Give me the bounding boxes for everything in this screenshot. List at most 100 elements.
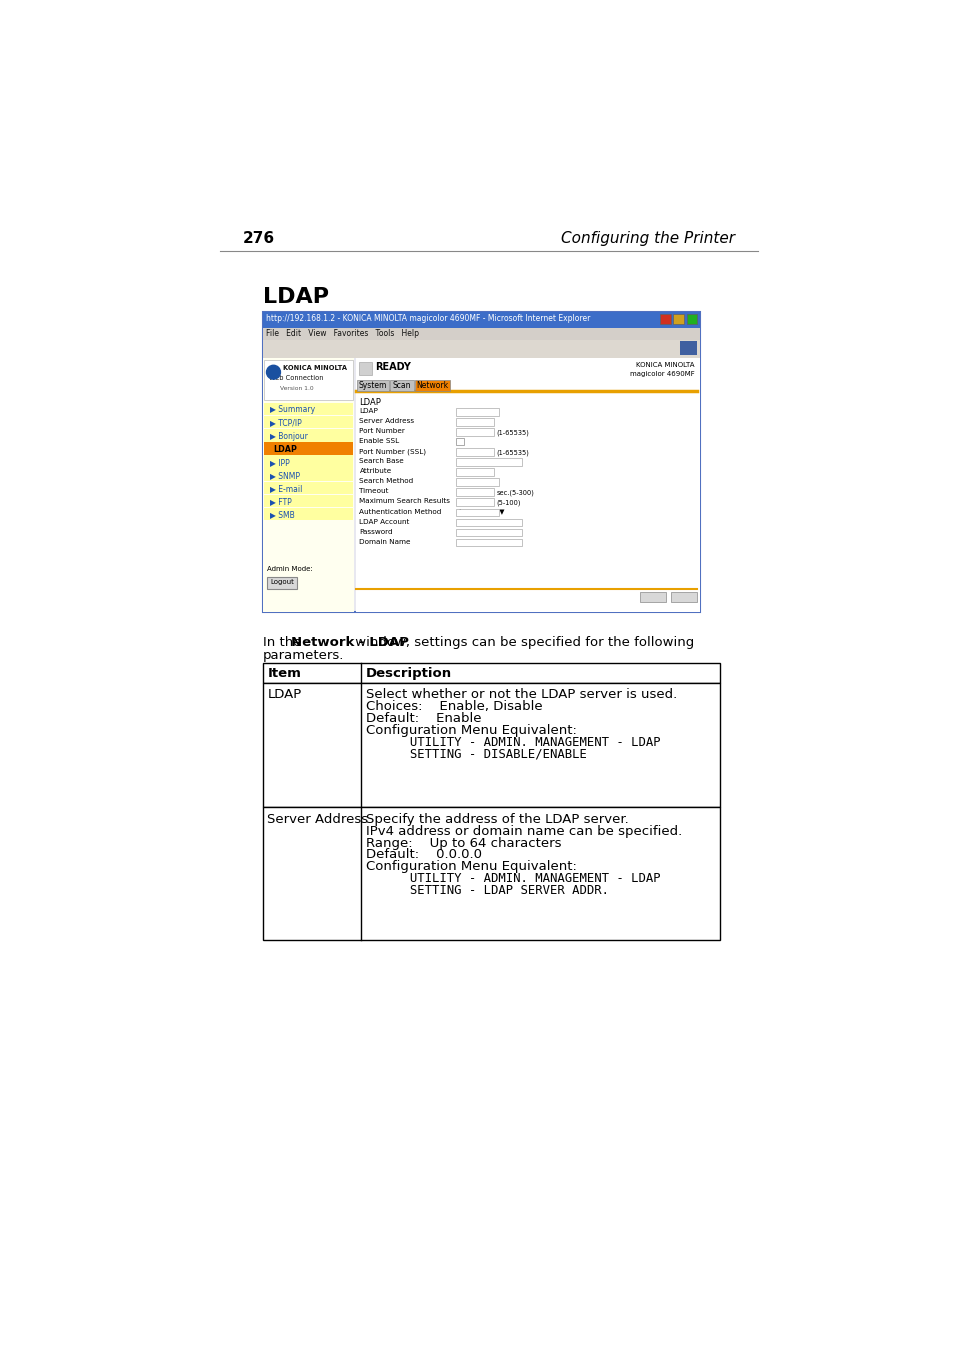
Text: Authentication Method: Authentication Method [359, 509, 441, 514]
Text: 100: 100 [457, 500, 470, 505]
Bar [456, 409, 498, 416]
Bar [359, 362, 372, 374]
Text: window, settings can be specified for the following: window, settings can be specified for th… [351, 636, 694, 648]
Text: SETTING - DISABLE/ENABLE: SETTING - DISABLE/ENABLE [373, 748, 587, 760]
Text: READY: READY [375, 362, 411, 373]
Text: Logout: Logout [270, 579, 294, 586]
Bar [264, 508, 353, 520]
Text: Anonymous ▼: Anonymous ▼ [457, 509, 504, 516]
Bar [456, 478, 498, 486]
Text: UTILITY - ADMIN. MANAGEMENT - LDAP: UTILITY - ADMIN. MANAGEMENT - LDAP [373, 872, 660, 886]
Text: Item: Item [267, 667, 301, 680]
Text: Port Number (SSL): Port Number (SSL) [359, 448, 426, 455]
Text: sec.(5-300): sec.(5-300) [497, 489, 534, 495]
Text: Configuration Menu Equivalent:: Configuration Menu Equivalent: [365, 724, 576, 737]
Text: (1-65535): (1-65535) [497, 429, 529, 436]
Bar [264, 404, 353, 416]
Text: 0.0.0.0: 0.0.0.0 [457, 420, 481, 425]
Bar [262, 340, 700, 358]
Text: KONICA MINOLTA: KONICA MINOLTA [282, 364, 346, 370]
Bar [264, 443, 353, 455]
Bar [262, 312, 700, 328]
Bar [264, 360, 353, 400]
Bar [264, 494, 353, 508]
Bar [264, 455, 353, 467]
Text: ▶ IPP: ▶ IPP [270, 458, 290, 467]
Text: Configuration Menu Equivalent:: Configuration Menu Equivalent: [365, 860, 576, 873]
Bar [262, 358, 354, 613]
Text: cn: cn [457, 470, 465, 475]
Text: Network - LDAP: Network - LDAP [291, 636, 409, 648]
Text: Range:    Up to 64 characters: Range: Up to 64 characters [365, 837, 560, 849]
Text: Contain ▼: Contain ▼ [457, 479, 491, 485]
Text: UTILITY - ADMIN. MANAGEMENT - LDAP: UTILITY - ADMIN. MANAGEMENT - LDAP [373, 736, 660, 749]
Text: LDAP Account: LDAP Account [359, 518, 410, 525]
Text: Port Number: Port Number [359, 428, 405, 435]
Text: (1-65535): (1-65535) [497, 450, 529, 456]
Text: IPv4 address or domain name can be specified.: IPv4 address or domain name can be speci… [365, 825, 681, 837]
Text: magicolor 4690MF: magicolor 4690MF [629, 371, 694, 377]
Bar [456, 539, 521, 547]
Bar [415, 379, 450, 391]
Bar [670, 593, 697, 602]
Bar [356, 379, 389, 391]
Bar [456, 448, 493, 456]
Text: Server Address: Server Address [267, 813, 368, 826]
Text: (5-100): (5-100) [497, 500, 520, 506]
Text: KONICA MINOLTA: KONICA MINOLTA [635, 362, 694, 369]
Text: Web Connection: Web Connection [269, 375, 323, 381]
Text: 276: 276 [243, 231, 275, 246]
Bar [262, 807, 720, 940]
Text: Server Address: Server Address [359, 418, 415, 424]
Bar [456, 509, 498, 516]
Bar [456, 528, 521, 536]
Text: Choices:    Enable, Disable: Choices: Enable, Disable [365, 699, 541, 713]
Bar [659, 315, 670, 324]
Text: Password: Password [359, 528, 393, 535]
Bar [679, 342, 697, 355]
Text: 389: 389 [457, 429, 470, 435]
Text: Maximum Search Results: Maximum Search Results [359, 498, 450, 505]
Circle shape [266, 366, 280, 379]
Bar [673, 315, 683, 324]
Bar [456, 439, 464, 446]
Bar [264, 468, 353, 481]
Bar [262, 328, 700, 340]
Text: Configuring the Printer: Configuring the Printer [560, 231, 734, 246]
Text: http://192.168.1.2 - KONICA MINOLTA magicolor 4690MF - Microsoft Internet Explor: http://192.168.1.2 - KONICA MINOLTA magi… [266, 315, 590, 324]
Text: Search Method: Search Method [359, 478, 414, 485]
Text: LDAP: LDAP [359, 409, 378, 414]
Text: ▶ FTP: ▶ FTP [270, 497, 292, 506]
Bar [390, 379, 414, 391]
Text: parameters.: parameters. [262, 648, 344, 662]
Bar [262, 312, 700, 613]
Bar [456, 489, 493, 497]
Bar [639, 593, 666, 602]
Bar [262, 663, 720, 683]
Text: Domain Name: Domain Name [359, 539, 411, 544]
Text: System: System [358, 382, 387, 390]
Bar [456, 518, 521, 526]
Bar [264, 482, 353, 494]
Text: File   Edit   View   Favorites   Tools   Help: File Edit View Favorites Tools Help [266, 329, 419, 338]
Bar [264, 416, 353, 428]
Text: ▶ SMB: ▶ SMB [270, 510, 294, 518]
Text: ▶ E-mail: ▶ E-mail [270, 483, 302, 493]
Text: LDAP: LDAP [274, 444, 297, 454]
Bar [456, 428, 493, 436]
Text: Apply: Apply [642, 595, 662, 601]
Bar [456, 459, 521, 466]
Text: Enable SSL: Enable SSL [359, 439, 399, 444]
Text: LDAP: LDAP [267, 688, 301, 701]
Bar [267, 576, 296, 589]
Text: Scan: Scan [392, 382, 411, 390]
Text: Default:    Enable: Default: Enable [365, 711, 480, 725]
Text: Clear: Clear [675, 595, 693, 601]
Bar [262, 683, 720, 807]
Text: ▶ Summary: ▶ Summary [270, 405, 315, 414]
Text: ▶ SNMP: ▶ SNMP [270, 471, 300, 479]
Text: Timeout: Timeout [359, 489, 389, 494]
Bar [355, 358, 700, 613]
Text: Network: Network [416, 382, 448, 390]
Text: Enable ▼: Enable ▼ [457, 409, 487, 416]
